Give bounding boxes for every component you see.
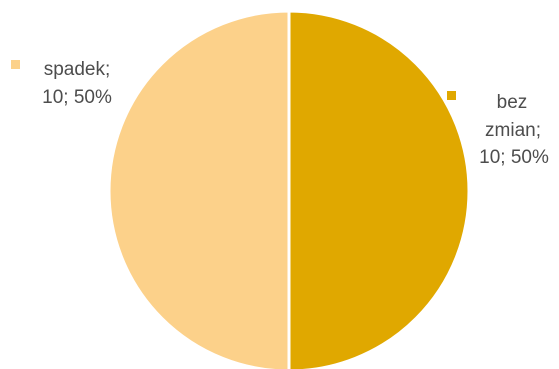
pie-slices (107, 9, 471, 369)
pie-slice-spadek (107, 9, 291, 369)
label-line: spadek; (44, 59, 111, 80)
data-label-bez-zmian: bez zmian; 10; 50% (447, 91, 549, 168)
label-line: zmian; (485, 120, 541, 141)
label-key-bez-zmian (447, 91, 456, 100)
label-line: 10; 50% (42, 87, 112, 108)
label-line: 10; 50% (479, 147, 549, 168)
data-label-spadek: spadek; 10; 50% (11, 59, 112, 108)
label-line: bez (497, 92, 528, 113)
pie-slice-bez-zmian (287, 9, 471, 369)
label-key-spadek (11, 60, 20, 69)
